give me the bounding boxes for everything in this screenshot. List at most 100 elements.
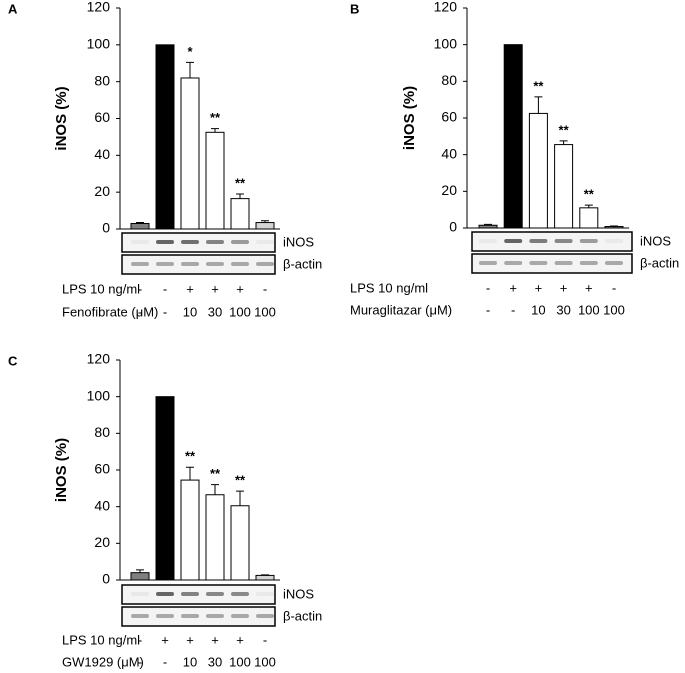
row-value: + [535, 280, 543, 295]
significance: ** [210, 110, 221, 125]
row-value: + [585, 280, 593, 295]
error-bar [610, 225, 618, 227]
blot-band [256, 592, 274, 596]
bar [230, 198, 250, 230]
row-label: LPS 10 ng/ml [62, 632, 140, 647]
blot-band [206, 614, 224, 618]
significance: ** [185, 449, 196, 464]
bar [528, 112, 548, 229]
blot-band [181, 240, 199, 244]
y-tick-label: 60 [94, 461, 110, 477]
row-value: - [138, 281, 142, 296]
blot-band [156, 614, 174, 618]
y-tick-label: 0 [449, 219, 457, 235]
error-bar [211, 128, 219, 133]
row-label: Muraglitazar (μM) [350, 302, 452, 317]
blot-band [605, 239, 623, 243]
row-value: 10 [183, 654, 197, 669]
y-tick-label: 40 [94, 497, 110, 513]
row-value: + [560, 280, 568, 295]
blot-label: iNOS [283, 586, 314, 601]
blot-label: iNOS [283, 234, 314, 249]
error-bar [261, 220, 269, 223]
blot-band [181, 614, 199, 618]
blot-band [206, 592, 224, 596]
blot-band [156, 592, 174, 596]
row-value: 100 [254, 304, 276, 319]
row-value: + [236, 281, 244, 296]
blot-band [479, 239, 497, 243]
row-value: + [236, 632, 244, 647]
blot-band [479, 261, 497, 265]
y-tick-label: 0 [102, 571, 110, 587]
y-axis-label: iNOS (%) [401, 86, 418, 150]
row-label: GW1929 (μM) [62, 654, 144, 669]
y-tick-label: 100 [87, 387, 111, 403]
row-value: 10 [183, 304, 197, 319]
blot-band [579, 239, 598, 243]
row-value: - [486, 302, 490, 317]
y-tick-label: 40 [94, 146, 110, 162]
blot-band [206, 240, 224, 244]
row-value: + [186, 632, 194, 647]
bar [478, 224, 498, 229]
significance: * [187, 44, 193, 59]
error-bar [584, 204, 593, 208]
y-axis-label: iNOS (%) [53, 438, 70, 502]
bar [205, 131, 225, 230]
blot-band [529, 261, 548, 265]
blot-band [131, 262, 149, 266]
error-bar [559, 140, 568, 145]
blot-panel [471, 231, 633, 252]
blot-band [256, 614, 274, 618]
bar [503, 44, 523, 229]
bar [230, 505, 250, 581]
blot-label: β-actin [283, 256, 322, 271]
panel-label: B [350, 1, 359, 16]
y-tick-label: 80 [94, 424, 110, 440]
blot-band [554, 239, 573, 243]
y-tick-label: 120 [87, 351, 111, 367]
bar [554, 144, 574, 229]
error-bar [236, 193, 244, 199]
row-value: 100 [578, 302, 600, 317]
row-value: 30 [556, 302, 570, 317]
y-tick-label: 60 [94, 109, 110, 125]
blot-panel [471, 253, 633, 274]
row-value: 30 [208, 304, 222, 319]
bar [155, 396, 175, 581]
error-bar [186, 466, 194, 481]
blot-label: β-actin [640, 255, 679, 270]
y-tick-label: 120 [434, 0, 458, 15]
row-label: LPS 10 ng/ml [62, 281, 140, 296]
y-tick-label: 100 [87, 36, 111, 52]
significance: ** [533, 78, 544, 93]
blot-band [156, 262, 174, 266]
y-tick-label: 100 [434, 35, 458, 51]
blot-band [554, 261, 573, 265]
row-label: Fenofibrate (μM) [62, 304, 158, 319]
panel-label: A [8, 1, 18, 16]
y-tick-label: 20 [441, 182, 457, 198]
y-tick-label: 60 [441, 109, 457, 125]
blot-band [504, 239, 523, 243]
y-tick-label: 40 [441, 145, 457, 161]
y-tick-label: 80 [94, 72, 110, 88]
blot-band [131, 614, 149, 618]
bar [130, 222, 150, 230]
blot-band [231, 262, 249, 266]
row-value: + [509, 280, 517, 295]
blot-band [181, 262, 199, 266]
y-tick-label: 80 [441, 72, 457, 88]
row-value: - [138, 654, 142, 669]
significance: ** [210, 466, 221, 481]
blot-band [131, 592, 149, 596]
row-value: - [163, 304, 167, 319]
row-value: 10 [531, 302, 545, 317]
blot-label: iNOS [640, 233, 671, 248]
blot-band [181, 592, 199, 596]
bar [255, 222, 275, 230]
row-value: + [211, 281, 219, 296]
blot-band [131, 240, 149, 244]
error-bar [261, 574, 269, 576]
